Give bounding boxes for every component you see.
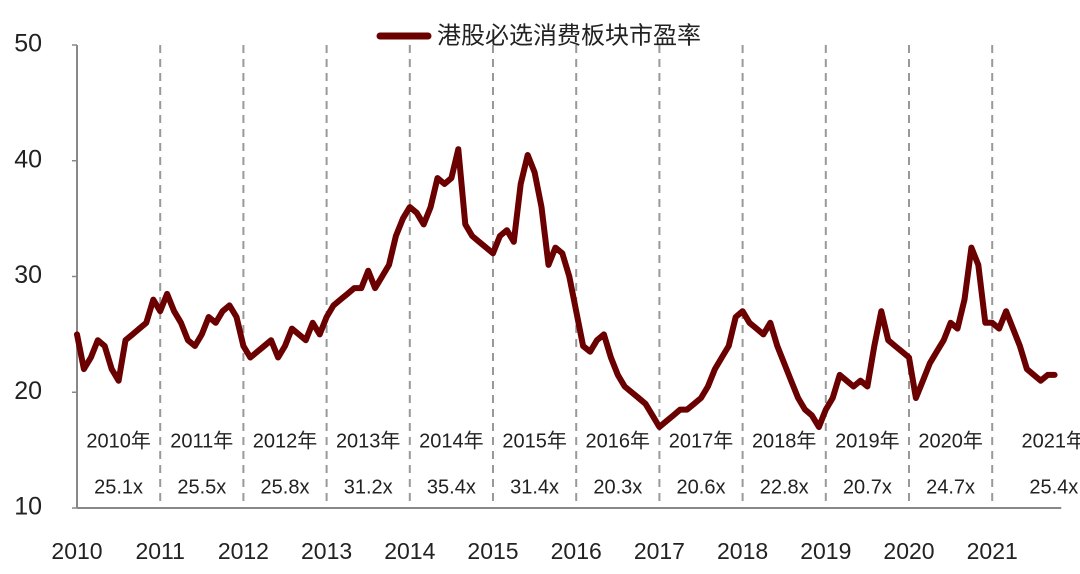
y-tick-label: 30	[14, 261, 42, 289]
annotation-pe: 25.8x	[261, 476, 310, 498]
x-tick-label: 2018	[717, 538, 768, 564]
annotation-year: 2020年	[918, 429, 983, 452]
annotation-pe: 31.4x	[510, 476, 559, 498]
y-tick-label: 20	[14, 377, 42, 405]
annotation-year: 2016年	[586, 429, 651, 452]
x-tick-label: 2013	[301, 538, 352, 564]
annotation-year: 2017年	[669, 429, 734, 452]
x-tick-label: 2020	[883, 538, 934, 564]
y-tick-label: 40	[14, 145, 42, 173]
annotation-pe: 35.4x	[427, 476, 476, 498]
annotation-pe: 22.8x	[760, 476, 809, 498]
annotation-pe: 20.6x	[677, 476, 726, 498]
x-tick-label: 2019	[800, 538, 851, 564]
annotation-pe: 24.7x	[926, 476, 975, 498]
annotation-pe: 20.3x	[593, 476, 642, 498]
annotation-year: 2013年	[336, 429, 401, 452]
annotation-pe: 25.4x	[1029, 476, 1078, 498]
annotation-pe: 20.7x	[843, 476, 892, 498]
annotation-year: 2014年	[419, 429, 484, 452]
annotation-year: 2012年	[253, 429, 318, 452]
x-tick-label: 2015	[467, 538, 518, 564]
x-tick-label: 2014	[384, 538, 435, 564]
legend-label: 港股必选消费板块市盈率	[437, 22, 701, 49]
x-tick-label: 2012	[218, 538, 269, 564]
annotation-year: 2018年	[752, 429, 817, 452]
annotation-year: 2011年	[170, 429, 233, 452]
y-tick-label: 50	[14, 30, 42, 58]
annotation-year: 2021年	[1022, 429, 1080, 452]
annotation-year: 2015年	[502, 429, 567, 452]
x-tick-label: 2016	[551, 538, 602, 564]
x-tick-label: 2021	[967, 538, 1018, 564]
y-tick-label: 10	[14, 493, 42, 521]
x-tick-label: 2011	[135, 538, 184, 564]
annotation-pe: 25.5x	[177, 476, 226, 498]
annotation-year: 2010年	[86, 429, 151, 452]
annotation-pe: 25.1x	[94, 476, 143, 498]
x-tick-label: 2017	[634, 538, 685, 564]
annotation-year: 2019年	[835, 429, 900, 452]
series-line	[74, 146, 1058, 430]
annotation-pe: 31.2x	[344, 476, 393, 498]
x-tick-label: 2010	[51, 538, 102, 564]
